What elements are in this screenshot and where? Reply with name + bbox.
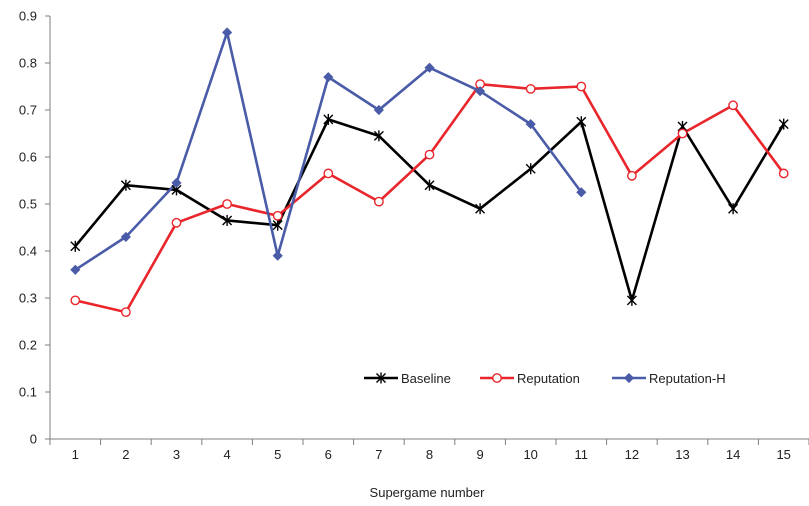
marker-diamond bbox=[120, 231, 131, 242]
marker-circle bbox=[778, 168, 789, 179]
marker-diamond bbox=[373, 104, 384, 116]
marker-diamond bbox=[576, 187, 587, 198]
x-tick-label: 4 bbox=[223, 447, 230, 462]
marker-circle bbox=[424, 149, 435, 160]
marker-star bbox=[576, 116, 587, 128]
legend-item: Reputation-H bbox=[612, 371, 726, 386]
y-tick-label: 0.4 bbox=[19, 244, 37, 259]
y-tick-label: 0.9 bbox=[19, 9, 37, 24]
x-tick-label: 12 bbox=[625, 447, 639, 462]
legend-item: Reputation bbox=[480, 371, 580, 386]
marker-circle bbox=[627, 170, 637, 181]
marker-circle bbox=[222, 199, 233, 209]
marker-star bbox=[323, 113, 334, 125]
marker-star-legend bbox=[376, 372, 386, 384]
marker-star bbox=[626, 294, 637, 306]
y-tick-label: 0.5 bbox=[19, 197, 37, 212]
y-axis-ticks: 0 0.1 0.2 0.3 0.4 0.5 0.6 0.7 0.8 0.9 bbox=[19, 9, 50, 447]
marker-circle bbox=[272, 210, 283, 221]
marker-diamond bbox=[222, 27, 233, 38]
marker-diamond bbox=[525, 119, 536, 130]
x-tick-label: 8 bbox=[426, 447, 433, 462]
legend: Baseline Reputation Reputation-H bbox=[364, 371, 726, 386]
marker-star bbox=[120, 179, 131, 191]
y-tick-label: 0.7 bbox=[19, 103, 37, 118]
marker-circle-legend bbox=[492, 373, 502, 383]
legend-label: Reputation-H bbox=[649, 371, 726, 386]
series-line-baseline bbox=[74, 118, 785, 302]
marker-star bbox=[222, 214, 233, 226]
y-tick-label: 0.2 bbox=[19, 338, 37, 353]
x-tick-label: 3 bbox=[173, 447, 180, 462]
x-axis-title: Supergame number bbox=[370, 485, 486, 500]
marker-star bbox=[424, 179, 435, 191]
marker-star bbox=[475, 203, 486, 215]
axes bbox=[49, 16, 809, 440]
series-line-reputation-h bbox=[74, 31, 583, 271]
x-tick-label: 9 bbox=[476, 447, 483, 462]
legend-item: Baseline bbox=[364, 371, 451, 386]
x-tick-label: 5 bbox=[274, 447, 281, 462]
marker-diamond bbox=[70, 264, 81, 275]
y-tick-label: 0 bbox=[30, 432, 37, 447]
marker-star bbox=[272, 219, 283, 231]
marker-circle bbox=[728, 100, 738, 111]
marker-circle bbox=[70, 295, 81, 306]
x-tick-label: 7 bbox=[375, 447, 382, 462]
x-tick-label: 15 bbox=[776, 447, 790, 462]
marker-circle bbox=[121, 307, 131, 317]
x-tick-label: 10 bbox=[523, 447, 537, 462]
x-tick-label: 1 bbox=[72, 447, 79, 462]
x-tick-label: 2 bbox=[122, 447, 129, 462]
y-tick-label: 0.3 bbox=[19, 291, 37, 306]
x-tick-label: 11 bbox=[575, 447, 589, 462]
marker-circle bbox=[171, 217, 182, 228]
y-tick-label: 0.8 bbox=[19, 56, 37, 71]
y-tick-label: 0.6 bbox=[19, 150, 37, 165]
series-lines bbox=[74, 31, 785, 314]
marker-circle bbox=[373, 196, 384, 207]
marker-diamond bbox=[323, 72, 334, 83]
marker-star bbox=[728, 203, 739, 215]
marker-diamond bbox=[424, 62, 435, 73]
y-tick-label: 0.1 bbox=[19, 385, 37, 400]
x-tick-label: 14 bbox=[726, 447, 740, 462]
x-axis-ticks: 1 2 3 4 5 6 7 8 9 10 11 12 13 14 15 bbox=[49, 439, 809, 462]
marker-star bbox=[525, 163, 536, 175]
legend-label: Reputation bbox=[517, 371, 580, 386]
legend-label: Baseline bbox=[401, 371, 451, 386]
marker-circle bbox=[323, 168, 334, 179]
x-tick-label: 13 bbox=[675, 447, 689, 462]
marker-circle bbox=[576, 81, 587, 92]
marker-diamond bbox=[272, 250, 283, 261]
series-line-reputation bbox=[75, 82, 785, 314]
marker-circle bbox=[677, 128, 688, 139]
marker-diamond bbox=[171, 177, 182, 188]
series-markers bbox=[70, 27, 789, 317]
marker-star bbox=[70, 240, 81, 252]
marker-diamond bbox=[475, 86, 486, 97]
marker-star bbox=[373, 130, 384, 142]
marker-circle bbox=[525, 83, 536, 94]
x-tick-label: 6 bbox=[325, 447, 332, 462]
marker-star bbox=[778, 118, 789, 130]
marker-diamond-legend bbox=[623, 372, 635, 384]
